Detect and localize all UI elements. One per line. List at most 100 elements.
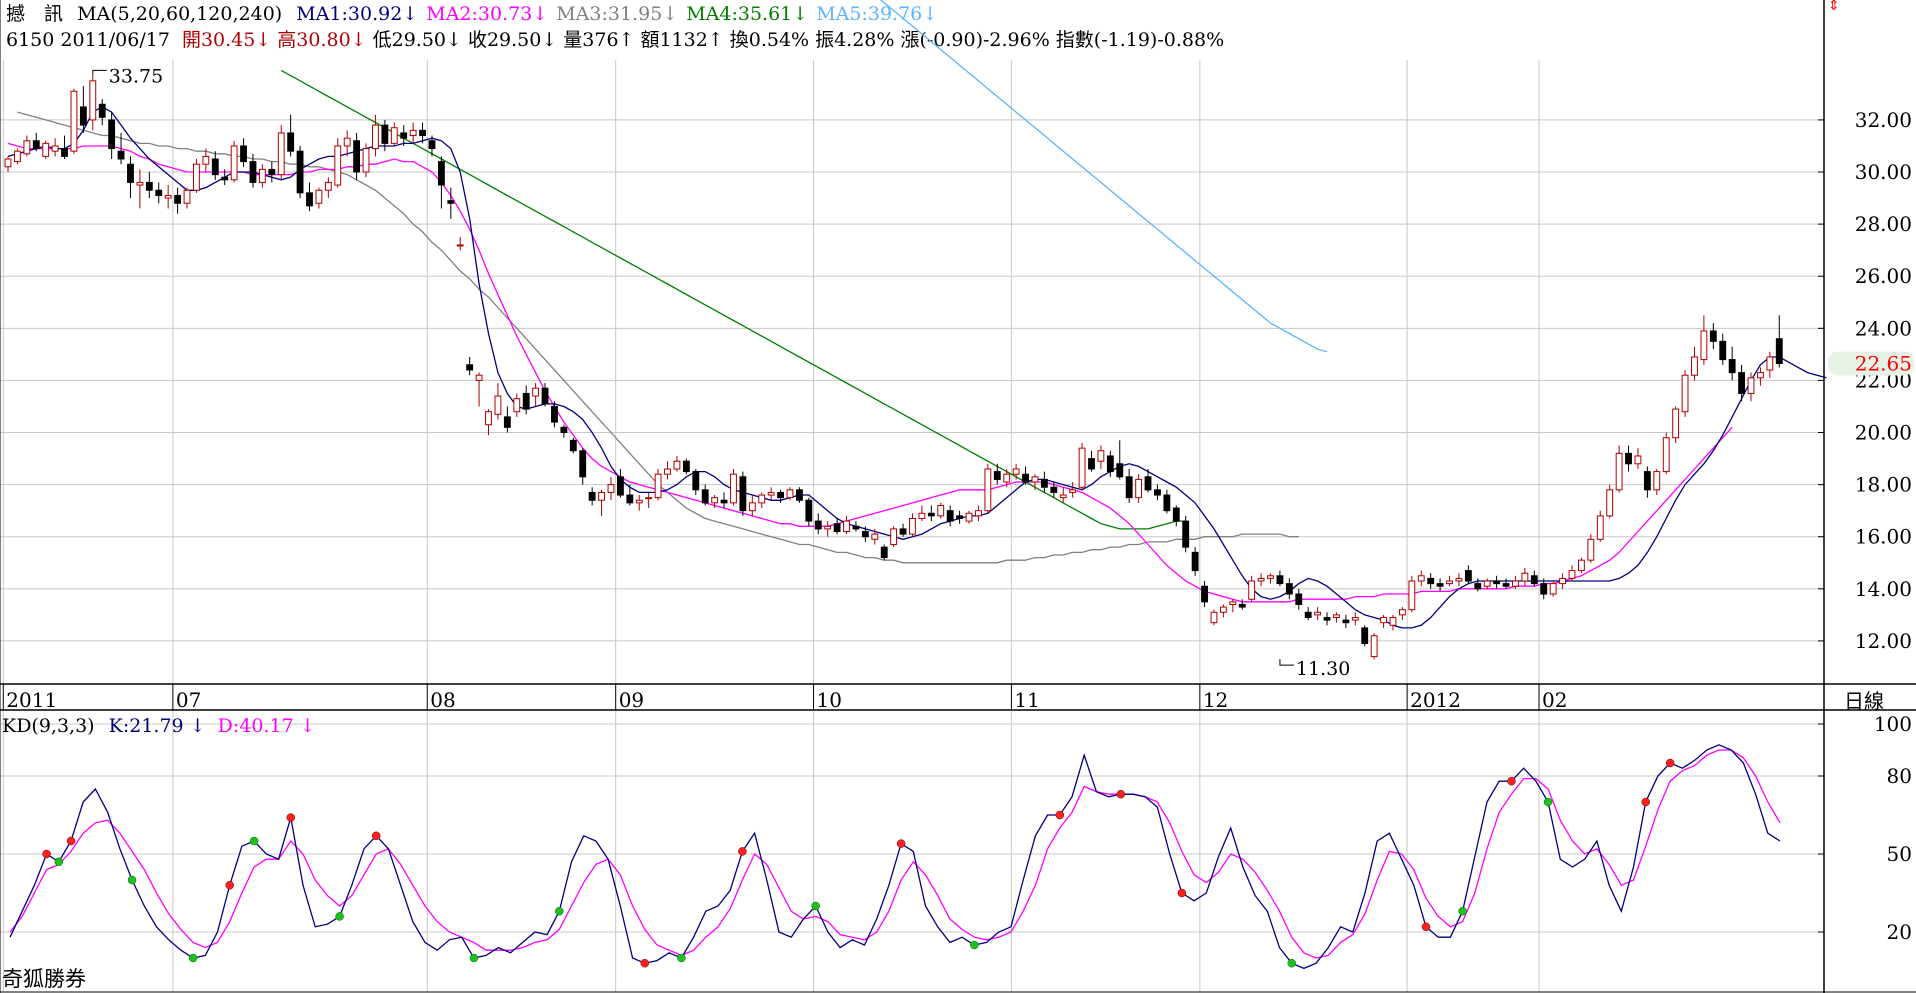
candle-body [372, 124, 379, 150]
last-price-badge [1828, 351, 1914, 376]
candle-body [1257, 577, 1265, 582]
candle-body [551, 405, 558, 423]
candle-body [437, 161, 445, 186]
candle [1672, 406, 1680, 443]
stat-item: 收29.50↓ [468, 29, 557, 51]
candle [1257, 573, 1265, 587]
candle [1408, 575, 1416, 613]
candle [673, 455, 681, 472]
date-tick-label: 08 [430, 688, 455, 712]
price-tick-label: 20.00 [1855, 421, 1912, 445]
candle [4, 156, 12, 173]
candle-body [193, 163, 200, 191]
candle-body [786, 489, 794, 499]
candle-body [777, 491, 784, 499]
date-axis: 2011 07 08 09 10 11 12 2012 02 [2, 684, 1567, 712]
kd-marker-green [249, 836, 259, 846]
red-arrow-icon[interactable]: ⇕ [1828, 0, 1840, 14]
candle-body [155, 189, 163, 196]
date-tick-label: 11 [1014, 688, 1039, 712]
price-tick-label: 16.00 [1855, 525, 1912, 549]
candle-body [23, 140, 31, 155]
candle [532, 383, 540, 407]
candle [127, 156, 134, 199]
price-tick-label: 32.00 [1855, 108, 1912, 132]
candle [23, 135, 31, 157]
candle-body [353, 140, 361, 173]
candle-body [1587, 538, 1595, 561]
candle [1003, 468, 1011, 488]
candle [428, 135, 436, 157]
stat-item: 低29.50↓ [373, 29, 462, 51]
candle-body [711, 497, 719, 504]
kd-marker-red [225, 880, 234, 890]
candle-body [1097, 450, 1105, 462]
candle [1069, 482, 1077, 498]
candle-body [1163, 494, 1171, 512]
candle [1681, 370, 1689, 417]
candle-body [1267, 575, 1274, 579]
candle-body [127, 163, 134, 183]
candle-body [1766, 356, 1774, 371]
candle [579, 448, 587, 485]
candle-body [98, 103, 106, 118]
date-tick-label: 12 [1203, 688, 1228, 712]
candle-body [1681, 374, 1689, 413]
candle [1031, 474, 1039, 490]
candle-body [569, 439, 577, 452]
header-line-1: 撼 訊 MA(5,20,60,120,240) MA1:30.92↓ MA2:30… [6, 3, 938, 25]
candle-body [1596, 515, 1604, 540]
candle-body [1728, 359, 1736, 374]
price-tick-label: 12.00 [1855, 629, 1912, 653]
candle [1059, 487, 1067, 503]
candle-body [814, 520, 822, 530]
candle-body [390, 127, 398, 144]
candle [880, 544, 888, 561]
ma-legend-item: MA3:31.95↓ [556, 3, 678, 25]
candle-body [1238, 603, 1246, 608]
candle [1521, 567, 1529, 587]
candle-body [607, 484, 615, 493]
candle-body [1408, 580, 1416, 611]
candle-body [1059, 494, 1067, 499]
candle-body [1691, 356, 1698, 376]
candle [485, 409, 492, 436]
candle-body [1643, 471, 1651, 491]
candle [1276, 570, 1284, 587]
candle [343, 130, 351, 157]
candle-body [4, 158, 12, 168]
candle-body [1314, 611, 1322, 616]
candle-body [937, 504, 945, 517]
candle-body [1295, 593, 1303, 605]
kd-marker-red [286, 813, 296, 822]
candle [1172, 505, 1180, 527]
kd-lines [9, 744, 1781, 970]
candle-body [362, 148, 370, 173]
candle-body [1154, 489, 1161, 496]
candle [32, 132, 40, 152]
candle-body [1464, 570, 1472, 582]
candle [494, 383, 502, 420]
candle-body [89, 80, 97, 121]
candle-body [400, 132, 408, 139]
candle-body [1530, 575, 1538, 585]
candle-body [899, 528, 907, 535]
candle [852, 521, 860, 532]
candle-body [287, 132, 295, 152]
candle [1323, 612, 1331, 626]
candle [1135, 474, 1143, 503]
kd-tick-label: 80 [1887, 764, 1912, 788]
candle [1163, 489, 1171, 514]
candle-body [795, 489, 803, 501]
candle [1125, 468, 1133, 503]
kd-marker-green [1458, 906, 1467, 916]
candle [1285, 578, 1293, 600]
candle [193, 158, 200, 193]
candle-body [1172, 507, 1180, 522]
candle-body [579, 450, 587, 478]
candle-body [1483, 580, 1491, 587]
price-tick-label: 30.00 [1855, 160, 1912, 184]
candle-body [108, 119, 116, 150]
